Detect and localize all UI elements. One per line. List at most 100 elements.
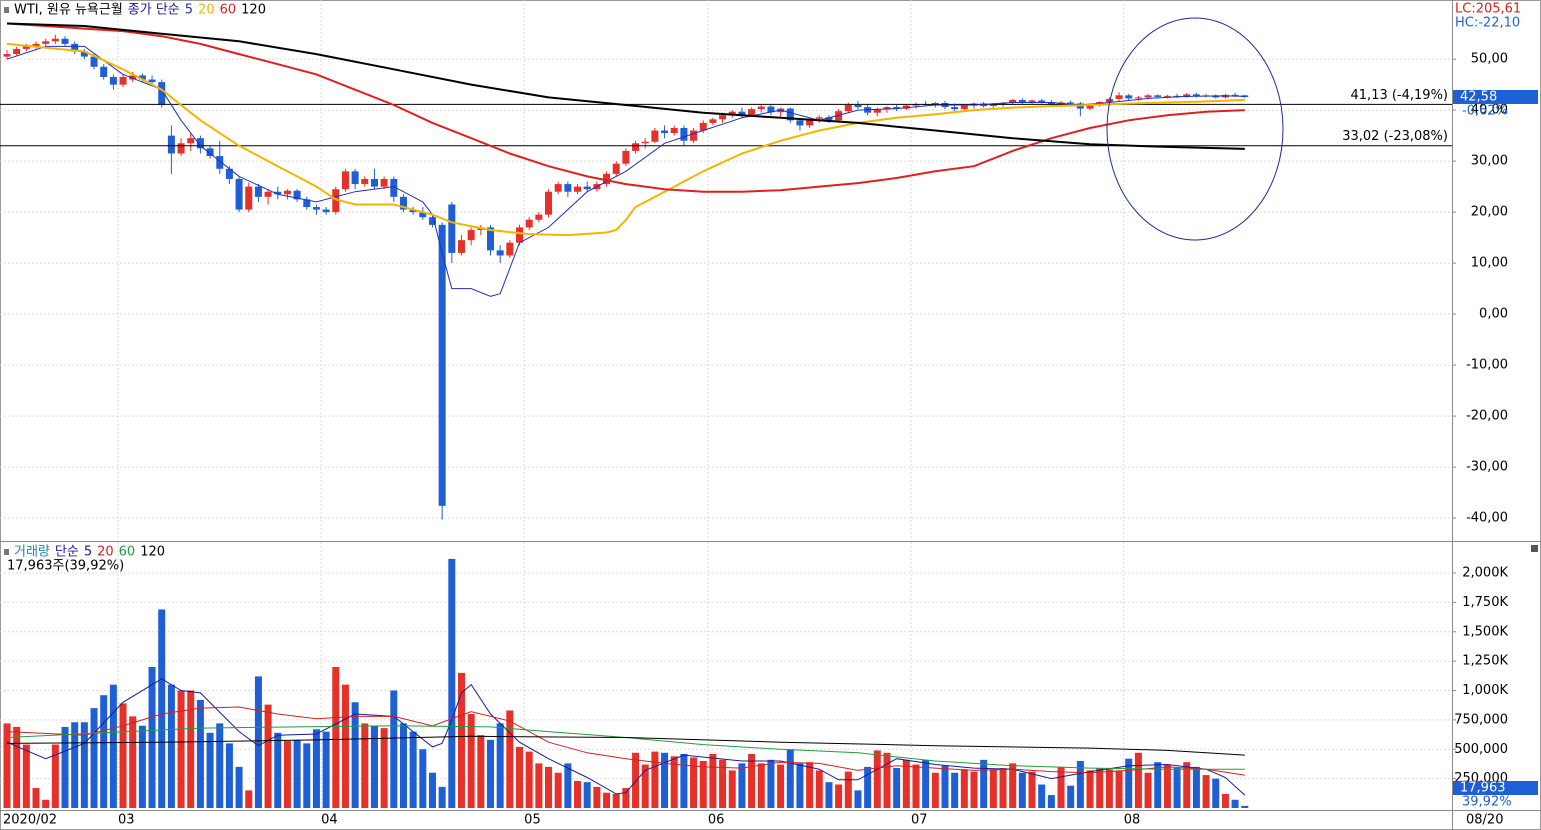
candle-body (1009, 99, 1017, 104)
volume-bar (844, 771, 852, 809)
candle-body (100, 66, 108, 77)
candle-body (651, 130, 659, 142)
y-tick-label: 1,250K (1462, 654, 1508, 669)
volume-bar (167, 684, 175, 809)
volume-bar (332, 667, 340, 809)
volume-bar (487, 739, 494, 809)
volume-bar (361, 723, 369, 809)
volume-bar (564, 763, 572, 809)
volume-bar (1192, 766, 1200, 809)
candle-body (680, 127, 688, 141)
volume-bar (177, 690, 185, 809)
candle-body (583, 186, 591, 190)
candle-body (196, 138, 204, 149)
candle-body (719, 115, 727, 120)
candle-body (409, 209, 417, 213)
candle-body (332, 189, 340, 213)
candle-body (825, 117, 833, 121)
candle-body (854, 105, 862, 108)
y-tick-label: 50,00 (1471, 52, 1508, 67)
last-price-label: 42,58 (1460, 89, 1497, 104)
last-volume-label: 17,963 (1460, 781, 1506, 796)
panel-button[interactable] (1531, 545, 1538, 552)
volume-bar (1067, 785, 1075, 809)
x-tick-label: 07 (911, 813, 928, 828)
volume-bar (1009, 763, 1017, 809)
volume-bar (574, 780, 582, 809)
volume-bar (1086, 770, 1094, 809)
candle-body (709, 119, 717, 123)
volume-bar (593, 786, 601, 809)
volume-bar (893, 768, 901, 809)
candle-body (380, 178, 388, 187)
volume-bar (351, 702, 359, 809)
last-ratio-label: 39,92% (1462, 795, 1512, 810)
candle-body (1134, 97, 1142, 99)
volume-bar (719, 759, 727, 809)
volume-bar (206, 732, 214, 809)
candle-body (1038, 100, 1046, 102)
candle-body (1231, 94, 1239, 96)
candle-body (138, 75, 146, 80)
volume-bar (90, 708, 98, 809)
volume-bar (960, 769, 968, 809)
volume-bar (1134, 752, 1142, 809)
volume-bar (506, 710, 514, 809)
moving-average-line (6, 725, 1245, 770)
volume-bar (428, 772, 436, 809)
candle-body (167, 135, 175, 154)
volume-bar (825, 782, 833, 809)
candle-body (1192, 94, 1200, 97)
y-tick-label: 1,000K (1462, 683, 1508, 698)
x-tick-label: 03 (118, 813, 135, 828)
candle-body (612, 163, 620, 174)
x-tick-label: 06 (708, 813, 725, 828)
volume-bar (603, 792, 611, 809)
volume-bar (970, 771, 978, 809)
volume-bar (883, 752, 891, 809)
volume-bar (438, 786, 446, 809)
hc-label: HC:-22,10 (1455, 16, 1520, 31)
candle-body (516, 227, 524, 243)
volume-bar (80, 722, 88, 809)
candle-body (1154, 95, 1162, 97)
candle-body (129, 75, 137, 80)
candle-body (960, 105, 968, 110)
candle-body (32, 43, 40, 47)
volume-bar (1212, 778, 1220, 809)
volume-bar (254, 676, 262, 809)
y-tick-label: -10,00 (1466, 358, 1508, 373)
volume-bar (690, 757, 698, 809)
volume-bar (989, 769, 997, 809)
volume-bar (873, 750, 881, 809)
volume-bar (409, 731, 417, 809)
candle-body (1183, 94, 1191, 97)
volume-bar (1183, 762, 1191, 809)
candle-body (893, 107, 901, 109)
volume-bar (1154, 762, 1162, 809)
reference-label: 41,13 (-4,19%) (1351, 88, 1448, 103)
y-tick-label: 2,000K (1462, 566, 1508, 581)
volume-bar (815, 770, 823, 809)
candle-body (1086, 105, 1094, 109)
candle-body (767, 106, 775, 113)
candle-body (119, 76, 127, 85)
candle-body (254, 186, 262, 197)
change-label: -0,62% (1462, 104, 1508, 119)
candle-body (438, 224, 446, 506)
candle-body (1125, 95, 1133, 99)
candle-body (1047, 101, 1055, 105)
volume-bar (786, 749, 794, 809)
volume-bar (709, 753, 717, 809)
volume-bar (1241, 805, 1249, 809)
volume-bar (583, 782, 591, 809)
candle-body (728, 111, 736, 116)
y-tick-label: 10,00 (1471, 256, 1508, 271)
volume-summary: 17,963주(39,92%) (7, 559, 124, 574)
volume-bar (670, 756, 678, 809)
candle-body (525, 219, 533, 228)
volume-bar (3, 723, 11, 809)
volume-bar (496, 723, 504, 809)
highlight-ellipse (1106, 17, 1284, 241)
